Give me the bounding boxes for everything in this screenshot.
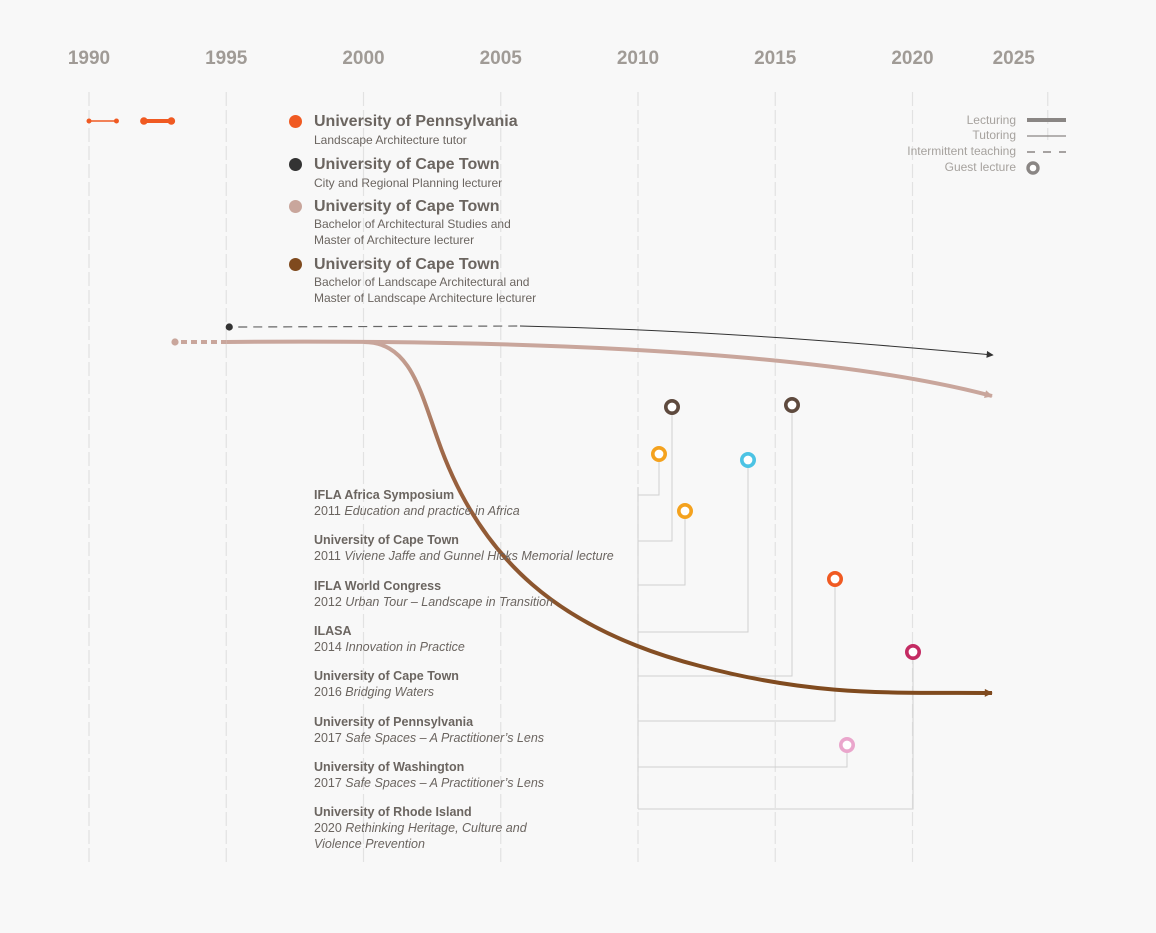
tick-label-2005: 2005 <box>480 48 523 69</box>
event-year: 2012 <box>314 595 342 609</box>
institution-name: University of Cape Town <box>314 156 500 173</box>
institution-dot-icon <box>289 158 302 171</box>
connector-line <box>638 579 836 722</box>
legend-label-intermittent: Intermittent teaching <box>907 144 1016 158</box>
guest-lecture-ring-icon <box>838 736 855 753</box>
event-host: University of Rhode Island <box>314 805 472 819</box>
guest-lecture-ring-icon <box>676 502 693 519</box>
connector-line <box>638 405 793 677</box>
period-start-dot <box>140 117 148 125</box>
guest-lecture-ring-icon <box>663 398 680 415</box>
guest-lecture-rings <box>650 396 921 753</box>
period-lecturing-arrow <box>226 339 993 399</box>
guest-lecture-item: University of Cape Town 2016 Bridging Wa… <box>314 668 459 700</box>
event-host: University of Washington <box>314 760 465 774</box>
event-title: Innovation in Practice <box>345 640 465 654</box>
event-title: Safe Spaces – A Practitioner’s Lens <box>345 731 545 745</box>
guest-lecture-ring-icon <box>650 445 667 462</box>
tick-label-2020: 2020 <box>891 48 933 69</box>
guest-lecture-connectors <box>637 405 914 810</box>
connector-line <box>638 511 686 586</box>
event-title: Viviene Jaffe and Gunnel Hicks Memorial … <box>344 549 614 563</box>
event-year: 2011 <box>314 549 341 563</box>
period-intermittent <box>238 325 521 328</box>
guest-lecture-ring-icon <box>739 451 756 468</box>
event-year: 2016 <box>314 685 342 699</box>
guest-lecture-item: University of Cape Town 2011 Viviene Jaf… <box>314 532 614 564</box>
institution-role-line: Master of Landscape Architecture lecture… <box>314 291 537 305</box>
guest-lecture-item: IFLA World Congress 2012 Urban Tour – La… <box>314 578 553 610</box>
institution-role: Landscape Architecture tutor <box>314 133 467 147</box>
tick-label-2015: 2015 <box>754 48 797 69</box>
event-title: Rethinking Heritage, Culture and <box>345 821 527 835</box>
connector-line <box>638 460 749 633</box>
tick-label-2010: 2010 <box>617 48 659 69</box>
legend-guest-lecture-icon <box>1026 161 1040 175</box>
event-title: Safe Spaces – A Practitioner’s Lens <box>345 776 545 790</box>
period-end-dot <box>113 118 119 124</box>
guest-lecture-item: IFLA Africa Symposium 2011 Education and… <box>314 487 520 519</box>
institution-role-line: Bachelor of Landscape Architectural and <box>314 275 530 289</box>
tick-label-2025: 2025 <box>993 48 1036 69</box>
tick-label-1990: 1990 <box>68 48 110 69</box>
event-year: 2017 <box>314 731 342 745</box>
institution-role-line: Bachelor of Architectural Studies and <box>314 217 511 231</box>
teaching-periods <box>86 117 994 697</box>
event-title-line-2: Violence Prevention <box>314 837 425 851</box>
guest-lecture-item: University of Pennsylvania 2017 Safe Spa… <box>314 714 544 746</box>
tick-label-1995: 1995 <box>205 48 248 69</box>
institution-dot-icon <box>289 200 302 213</box>
guest-lecture-item: University of Washington 2017 Safe Space… <box>314 759 544 791</box>
period-end-dot <box>167 117 176 125</box>
institution-role-line: Master of Architecture lecturer <box>314 233 475 247</box>
guest-lecture-item: ILASA 2014 Innovation in Practice <box>314 623 465 655</box>
event-host: IFLA World Congress <box>314 579 442 593</box>
legend-label-tutoring: Tutoring <box>972 128 1016 142</box>
institution-role: City and Regional Planning lecturer <box>314 176 503 190</box>
event-host: University of Pennsylvania <box>314 715 474 729</box>
connector-line <box>638 407 673 542</box>
event-title: Education and practice in Africa <box>344 504 520 518</box>
institution-dot-icon <box>289 115 302 128</box>
event-host: ILASA <box>314 624 352 638</box>
legend-marks <box>1026 118 1066 175</box>
legend-label-guest-lecture: Guest lecture <box>944 160 1016 174</box>
period-intermittent-arrow <box>519 325 994 358</box>
institution-name: University of Pennsylvania <box>314 113 518 130</box>
period-start-dot <box>225 323 233 331</box>
guest-lecture-ring-icon <box>783 396 800 413</box>
tick-label-2000: 2000 <box>342 48 384 69</box>
event-host: IFLA Africa Symposium <box>314 488 455 502</box>
connector-line <box>638 454 660 496</box>
event-title: Bridging Waters <box>345 685 434 699</box>
institution-name: University of Cape Town <box>314 256 500 273</box>
event-year: 2017 <box>314 776 342 790</box>
period-start-dot <box>86 118 92 124</box>
event-year: 2011 <box>314 504 341 518</box>
legend-label-lecturing: Lecturing <box>966 113 1016 127</box>
event-host: University of Cape Town <box>314 669 459 683</box>
period-start-dot <box>171 338 179 346</box>
event-year: 2020 <box>314 821 342 835</box>
period-lecturing-arrow <box>363 340 993 697</box>
event-host: University of Cape Town <box>314 533 459 547</box>
institution-name: University of Cape Town <box>314 198 500 215</box>
guest-lecture-ring-icon <box>904 643 921 660</box>
event-title: Urban Tour – Landscape in Transition <box>345 595 554 609</box>
event-year: 2014 <box>314 640 342 654</box>
connector-line <box>638 652 914 810</box>
x-axis: 1990 1995 2000 2005 2010 2015 2020 2025 <box>68 48 1035 69</box>
guest-lecture-item: University of Rhode Island 2020 Rethinki… <box>314 804 527 852</box>
institution-dot-icon <box>289 258 302 271</box>
guest-lecture-ring-icon <box>826 570 843 587</box>
grid <box>88 92 1049 862</box>
connector-line <box>638 745 848 768</box>
